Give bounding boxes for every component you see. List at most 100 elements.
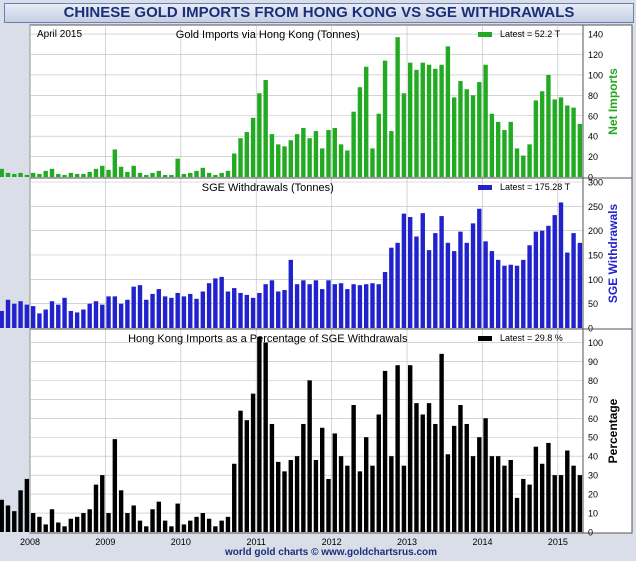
bar — [395, 37, 400, 178]
bar — [414, 69, 419, 177]
bar — [533, 100, 539, 177]
bar — [62, 526, 67, 532]
bar — [206, 283, 212, 328]
bar — [100, 165, 105, 177]
bar — [508, 121, 513, 177]
bar — [118, 303, 124, 328]
bar — [395, 242, 400, 328]
bar — [376, 284, 381, 328]
bar — [539, 463, 545, 532]
bar — [118, 166, 124, 177]
bar — [338, 144, 344, 177]
bar — [206, 172, 212, 177]
y-axis-label: Percentage — [606, 398, 620, 463]
bar — [74, 312, 80, 328]
bar — [276, 144, 281, 177]
bar — [43, 309, 48, 328]
legend-swatch — [478, 336, 492, 341]
bar — [175, 158, 180, 177]
bar — [577, 123, 583, 177]
bar — [93, 301, 99, 328]
bar — [106, 513, 111, 532]
footer-credit: world gold charts © www.goldchartsrus.co… — [224, 547, 437, 558]
bar — [269, 134, 275, 177]
bar — [552, 99, 557, 177]
bar — [357, 285, 363, 328]
bar — [527, 484, 532, 532]
bar — [181, 524, 187, 532]
bar — [257, 336, 262, 532]
y-tick-label: 20 — [588, 152, 598, 162]
bar — [131, 286, 136, 328]
bar — [458, 405, 463, 532]
bar — [401, 93, 407, 177]
y-tick-label: 100 — [588, 338, 603, 348]
y-tick-label: 200 — [588, 226, 603, 236]
bar — [439, 353, 444, 532]
bar — [382, 370, 388, 532]
bar — [150, 293, 155, 328]
bar — [577, 475, 583, 532]
bar — [363, 284, 369, 328]
panel-title: Gold Imports via Hong Kong (Tonnes) — [176, 29, 360, 41]
bar — [426, 403, 432, 532]
bar — [12, 303, 17, 328]
bar — [294, 456, 300, 532]
bar — [49, 301, 55, 328]
bar — [451, 97, 457, 177]
bar — [552, 475, 557, 532]
bar — [93, 484, 99, 532]
bar — [213, 278, 218, 328]
bar — [37, 173, 42, 177]
legend-label: Latest = 29.8 % — [500, 333, 563, 343]
y-tick-label: 60 — [588, 414, 598, 424]
bar — [470, 223, 476, 328]
bar — [527, 245, 532, 328]
bar — [131, 165, 136, 177]
y-tick-label: 140 — [588, 30, 603, 40]
x-tick-label: 2014 — [472, 537, 492, 547]
bar — [225, 291, 231, 328]
bar — [521, 478, 526, 532]
bar — [477, 437, 482, 532]
x-tick-label: 2009 — [95, 537, 115, 547]
bar — [558, 202, 564, 328]
bar — [18, 172, 23, 177]
bar — [439, 64, 444, 177]
bar — [301, 423, 306, 532]
bar — [49, 168, 55, 177]
bar — [527, 144, 532, 177]
bar — [558, 475, 564, 532]
bar — [370, 283, 375, 328]
y-tick-label: 80 — [588, 91, 598, 101]
x-tick-label: 2013 — [397, 537, 417, 547]
bar — [219, 172, 224, 177]
bar — [464, 423, 469, 532]
bar — [194, 298, 199, 328]
bar — [37, 516, 42, 532]
bar — [112, 439, 118, 532]
bar — [363, 437, 369, 532]
bar — [351, 111, 356, 177]
bar — [244, 132, 250, 177]
bar — [571, 465, 576, 532]
bar — [307, 138, 312, 177]
bar — [294, 284, 300, 328]
bar — [326, 280, 331, 328]
bar — [118, 490, 124, 532]
bar — [389, 131, 394, 177]
bar — [533, 446, 539, 532]
bar — [56, 522, 61, 532]
bar — [263, 284, 268, 328]
bar — [24, 304, 30, 328]
bar — [546, 442, 551, 532]
bar — [43, 170, 48, 177]
bar — [125, 513, 130, 532]
bar — [332, 433, 337, 532]
chart-title: CHINESE GOLD IMPORTS FROM HONG KONG VS S… — [4, 3, 634, 23]
bar — [257, 292, 262, 328]
bar — [232, 153, 237, 177]
bar — [552, 215, 557, 328]
legend-label: Latest = 175.28 T — [500, 182, 571, 192]
bar — [508, 459, 513, 532]
